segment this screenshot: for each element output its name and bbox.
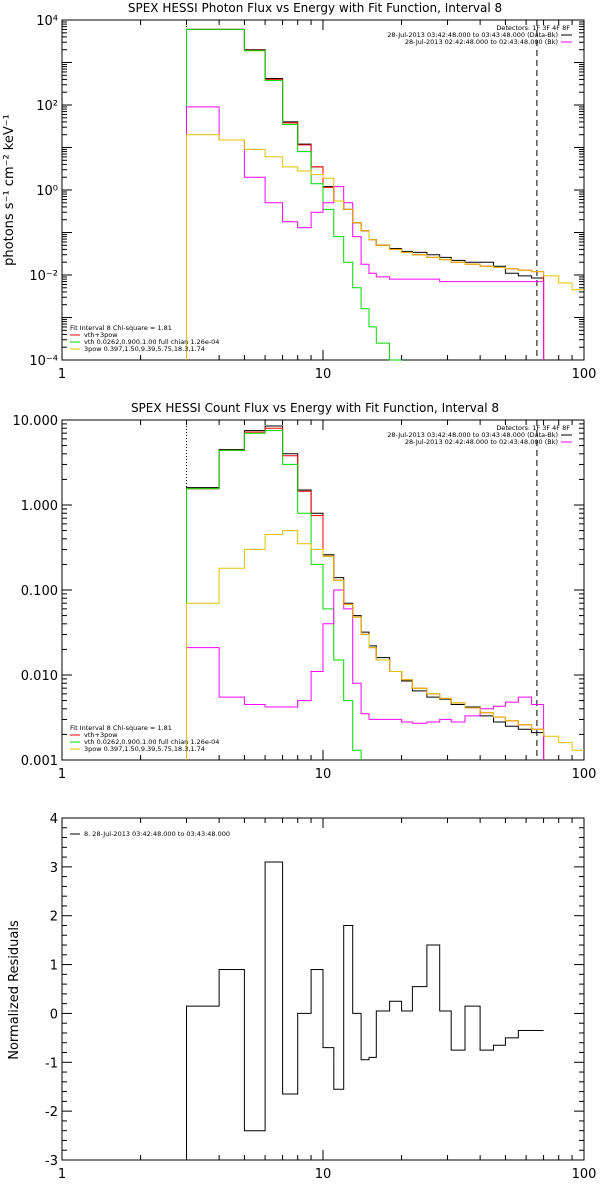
residuals-panel: Normalized Residuals 1 10 100 -3 -2 -1 0 1 2 3 4 8… xyxy=(7,812,596,1182)
panel1-xtick-label: 10 xyxy=(315,367,332,382)
panel2-series-green xyxy=(186,430,362,760)
panel1-fit-info: Fit Interval 8 Chi-square = 1.81 xyxy=(70,324,172,332)
photon-flux-panel: SPEX HESSI Photon Flux vs Energy with Fi… xyxy=(2,1,596,382)
panel2-ytick-label: 0.010 xyxy=(21,669,58,684)
panel1-xtick-label: 100 xyxy=(572,367,597,382)
panel2-xtick-label: 1 xyxy=(58,767,66,782)
panel1-ytick-label: 10² xyxy=(36,99,58,114)
panel1-ytick-label: 10⁰ xyxy=(36,184,58,199)
panel2-data-interval: 28-Jul-2013 03:42:48.000 to 03:43:48.000… xyxy=(387,431,558,439)
panel1-fit-vth: vth 0.0262,0.900,1.00 full chian 1.26e-0… xyxy=(84,338,219,346)
panel3-ytick-label: -2 xyxy=(45,1105,58,1120)
panel2-series-magenta xyxy=(186,589,545,760)
panel3-ytick-label: 0 xyxy=(50,1007,58,1022)
panel3-series-black xyxy=(186,861,544,1160)
panel2-detectors: Detectors: 1F 3F 4F 8F xyxy=(496,424,570,432)
panel1-bk-interval: 28-Jul-2013 02:42:48.000 to 02:43:48.000… xyxy=(405,38,558,46)
panel3-ytick-label: -3 xyxy=(45,1154,58,1169)
panel1-ytick-label: 10⁻² xyxy=(29,269,58,284)
panel3-xtick-label: 1 xyxy=(58,1167,66,1182)
panel1-fit-3pow: 3pow 0.397,1.50,9.39,5.75,18.3,1.74 xyxy=(84,345,205,353)
panel1-series-black xyxy=(186,28,545,360)
panel1-ytick-label: 10⁴ xyxy=(36,14,58,29)
panel3-xtick-label: 100 xyxy=(572,1167,597,1182)
panel2-series-yellow xyxy=(186,530,584,760)
panel2-fit-3pow: 3pow 0.397,1.50,9.39,5.75,18.3,1.74 xyxy=(84,745,205,753)
panel1-info-bottom-left: Fit Interval 8 Chi-square = 1.81 vth+3po… xyxy=(70,324,219,353)
panel2-xtick-label: 100 xyxy=(572,767,597,782)
panel1-series-green xyxy=(186,28,402,361)
panel3-xtick-label: 10 xyxy=(315,1167,332,1182)
panel2-ytick-label: 0.100 xyxy=(21,584,58,599)
panel2-ytick-label: 10.000 xyxy=(13,414,59,429)
panel1-series-magenta xyxy=(186,106,545,360)
panel2-ytick-label: 0.001 xyxy=(21,754,58,769)
panel1-ytick-label: 10⁻⁴ xyxy=(29,354,58,369)
panel1-title: SPEX HESSI Photon Flux vs Energy with Fi… xyxy=(128,1,502,15)
panel1-detectors: Detectors: 1F 3F 4F 8F xyxy=(496,24,570,32)
panel3-ytick-label: 4 xyxy=(50,812,58,827)
panel3-ytick-label: -1 xyxy=(45,1056,58,1071)
panel2-bk-interval: 28-Jul-2013 02:42:48.000 to 02:43:48.000… xyxy=(405,438,558,446)
panel3-ytick-label: 2 xyxy=(50,910,58,925)
panel2-info-top-right: Detectors: 1F 3F 4F 8F 28-Jul-2013 03:42… xyxy=(387,424,572,446)
panel3-ytick-label: 3 xyxy=(50,861,58,876)
panel1-ylabel: photons s⁻¹ cm⁻² keV⁻¹ xyxy=(2,114,17,266)
panel1-series-yellow xyxy=(186,134,584,360)
panel2-xtick-label: 10 xyxy=(315,767,332,782)
panel2-title: SPEX HESSI Count Flux vs Energy with Fit… xyxy=(131,401,499,415)
panel3-ytick-label: 1 xyxy=(50,959,58,974)
panel2-series-black xyxy=(186,425,545,760)
panel2-fit-model: vth+3pow xyxy=(84,731,118,739)
panel1-info-top-right: Detectors: 1F 3F 4F 8F 28-Jul-2013 03:42… xyxy=(387,24,572,46)
panel1-fit-model: vth+3pow xyxy=(84,331,118,339)
panel2-ytick-label: 1.000 xyxy=(21,499,58,514)
panel3-ylabel: Normalized Residuals xyxy=(7,920,22,1060)
panel2-fit-vth: vth 0.0262,0.900,1.00 full chian 1.26e-0… xyxy=(84,738,219,746)
panel1-series-red xyxy=(186,28,545,360)
panel1-data-interval: 28-Jul-2013 03:42:48.000 to 03:43:48.000… xyxy=(387,31,558,39)
panel3-legend: 8. 28-Jul-2013 03:42:48.000 to 03:43:48.… xyxy=(84,830,230,838)
panel2-info-bottom-left: Fit Interval 8 Chi-square = 1.81 vth+3po… xyxy=(70,724,219,753)
panel2-fit-info: Fit Interval 8 Chi-square = 1.81 xyxy=(70,724,172,732)
panel2-series-red xyxy=(186,427,545,760)
count-flux-panel: SPEX HESSI Count Flux vs Energy with Fit… xyxy=(13,401,597,782)
panel1-xtick-label: 1 xyxy=(58,367,66,382)
